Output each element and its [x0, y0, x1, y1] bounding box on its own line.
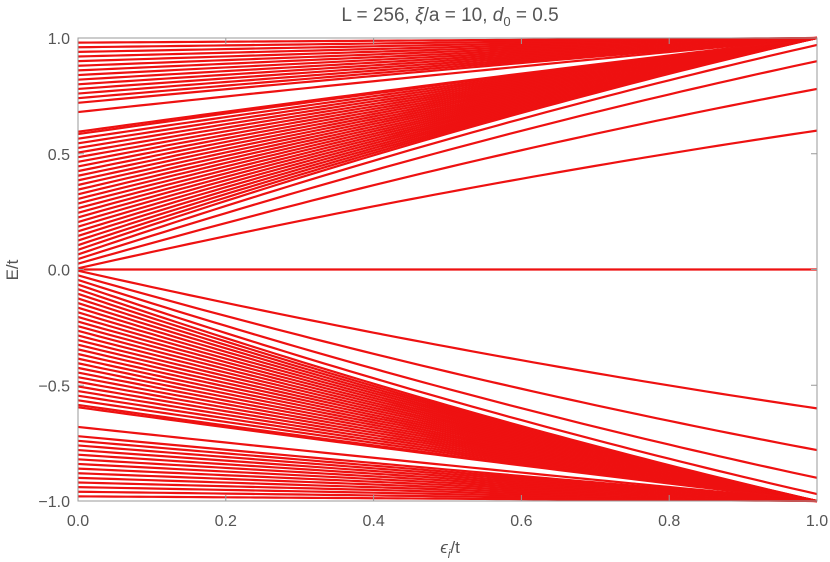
series-line-positive [77, 36, 818, 133]
title-xi: ξ [415, 5, 425, 26]
series-line-negative [77, 283, 818, 496]
x-tick-label: 0.6 [510, 513, 532, 530]
y-tick-label: 1.0 [48, 31, 70, 48]
title-d: d [493, 5, 505, 26]
title-prefix: L = 256, [341, 5, 415, 26]
y-tick-label: −1.0 [38, 494, 70, 511]
x-tick-label: 0.0 [67, 513, 89, 530]
series-line-negative [77, 495, 818, 503]
series-line-negative [77, 274, 818, 452]
chart-title: L = 256, ξ/a = 10, d0 = 0.5 [341, 5, 558, 29]
series-line-positive [77, 43, 818, 256]
series-layer [77, 36, 818, 503]
y-tick-label: 0.5 [48, 147, 70, 164]
series-line-positive [77, 60, 818, 261]
x-tick-label: 0.2 [215, 513, 237, 530]
series-line-positive [77, 36, 818, 44]
y-tick-label: 0.0 [48, 263, 70, 280]
title-d-sub: 0 [503, 14, 510, 29]
series-line-positive [77, 129, 818, 270]
title-suffix: = 0.5 [511, 5, 559, 26]
y-axis-label: E/t [3, 259, 22, 280]
series-line-negative [77, 406, 818, 503]
x-tick-label: 0.4 [362, 513, 384, 530]
x-tick-label: 0.8 [658, 513, 680, 530]
x-axis: 0.0 0.2 0.4 0.6 0.8 1.0 [67, 38, 828, 530]
x-label-sub: i [448, 547, 451, 561]
series-line-positive [77, 87, 818, 265]
y-tick-label: −0.5 [38, 378, 70, 395]
x-axis-label: ϵi/t [440, 538, 460, 561]
series-line-negative [77, 269, 818, 410]
series-line-negative [77, 278, 818, 479]
x-label-main: ϵ [440, 538, 448, 557]
y-axis: −1.0 −0.5 0.0 0.5 1.0 [38, 31, 817, 511]
title-mid: /a = 10, [424, 5, 493, 26]
series-line-negative [77, 425, 818, 503]
x-tick-label: 1.0 [806, 513, 828, 530]
x-label-rest: /t [450, 538, 460, 557]
series-line-positive [77, 36, 818, 114]
